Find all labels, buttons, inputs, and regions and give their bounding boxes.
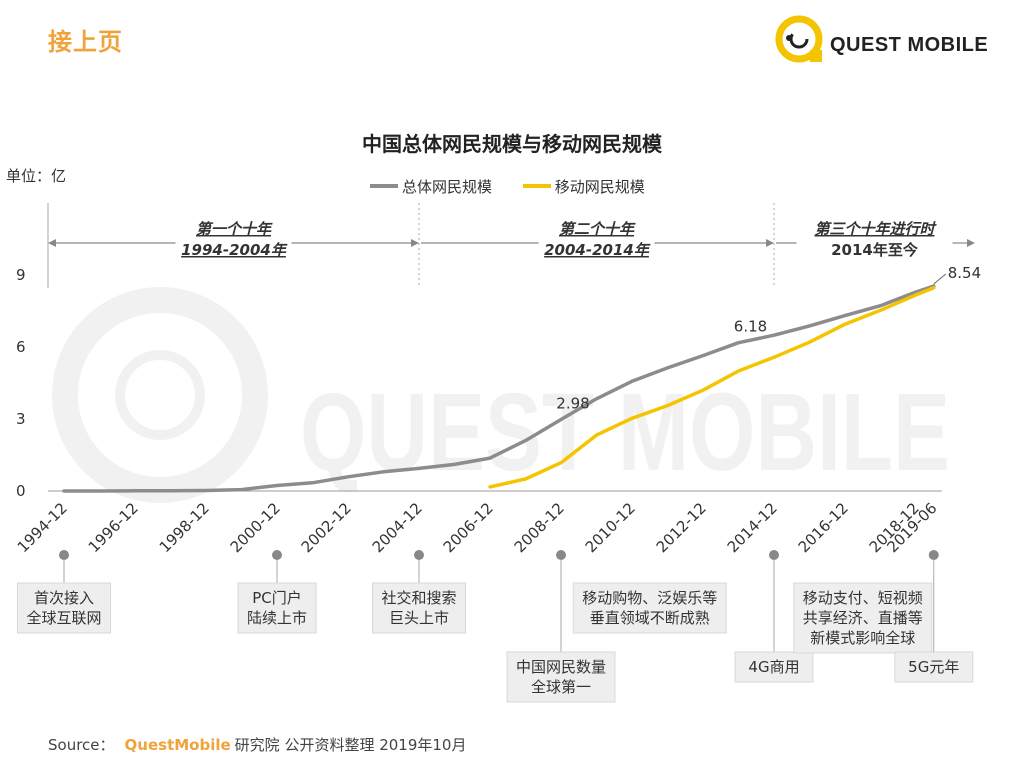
legend-item-total: 总体网民规模 [370,176,492,197]
legend-item-mobile: 移动网民规模 [522,176,645,197]
milestone-text: 5G元年 [908,658,959,676]
milestone-box [372,582,466,634]
milestone-text: 移动支付、短视频 [803,589,923,607]
x-tick-label: 2010-12 [582,499,639,556]
milestone-dot-icon [556,550,566,560]
x-tick-label: 2008-12 [511,499,568,556]
milestone-text: 4G商用 [748,658,799,676]
watermark-inner-ring [115,350,205,440]
legend: 总体网民规模 移动网民规模 [370,174,671,197]
data-label: 2.98 [556,394,589,412]
milestone-box [572,582,727,634]
data-labels: 2.98 6.18 8.54 [556,264,981,412]
era-bands: 第一个十年 1994-2004年 第二个十年 2004-2014年 第三个十年进行时 20… [47,203,975,288]
era-arrow-head-icon [411,239,419,247]
x-tick-label: 2002-12 [298,499,355,556]
series-lines [62,284,936,493]
milestone-dot-icon [769,550,779,560]
x-tick-label: 2004-12 [369,499,426,556]
legend-label-total: 总体网民规模 [402,177,493,196]
milestone-text: 新模式影响全球 [810,629,915,647]
y-tick-label: 0 [16,482,26,500]
era-years: 1994-2004年 [181,241,288,259]
x-tick-label: 2000-12 [227,499,284,556]
legend-swatch-mobile [522,184,551,188]
milestone-dot-icon [928,550,939,560]
data-label: 6.18 [734,318,767,336]
source-prefix: Source： [48,736,115,754]
milestone-text: 首次接入 [34,589,94,607]
milestone-text: 垂直领域不断成熟 [590,609,710,627]
chart-title: 中国总体网民规模与移动网民规模 [362,132,662,156]
era-years: 2014年至今 [831,241,918,259]
milestone-text: 陆续上市 [247,609,307,627]
legend-swatch-total [370,184,398,188]
milestone-box [17,582,111,634]
milestone-box [237,582,317,634]
era-title: 第一个十年 [196,220,273,238]
watermark: QUEST MOBILE [52,287,950,503]
milestone-text: PC门户 [252,589,302,607]
logo-mark-icon [775,15,823,63]
source-text: 研究院 公开资料整理 2019年10月 [234,736,467,754]
milestone-text: 巨头上市 [389,609,449,627]
milestone-box [894,651,974,683]
x-tick-label: 2012-12 [653,499,710,556]
milestone-dot-icon [272,550,282,560]
milestone-text: 全球第一 [531,678,591,696]
legend-label-mobile: 移动网民规模 [554,177,645,196]
source-brand: QuestMobile [124,736,231,754]
source-line: Source： QuestMobile 研究院 公开资料整理 2019年10月 [48,734,466,755]
milestone-text: 全球互联网 [26,609,101,627]
data-label-leader [933,273,947,285]
milestone-box [793,582,933,654]
x-tick-label: 2016-12 [795,499,852,556]
era-title: 第三个十年进行时 [814,220,937,238]
milestone-dot-icon [414,550,424,560]
era-arrow-head-icon [48,239,56,247]
milestone-text: 社交和搜索 [381,589,456,607]
data-label: 8.54 [948,264,981,282]
milestone-text: 中国网民数量 [516,658,606,676]
y-tick-label: 6 [16,338,26,356]
series-line-total [62,284,936,493]
watermark-text: QUEST MOBILE [300,371,950,494]
unit-label: 单位：亿 [6,167,67,185]
x-tick-label: 1994-12 [14,499,71,556]
era-title: 第二个十年 [559,220,636,238]
milestone-box [734,651,814,683]
x-tick-label: 2006-12 [440,499,497,556]
milestone-box [506,651,616,703]
watermark-ring [52,287,268,503]
x-tick-label: 1998-12 [156,499,213,556]
y-tick-label: 3 [16,410,26,428]
page-header-title: 接上页 [48,28,123,56]
milestone-text: 共享经济、直播等 [803,609,923,627]
milestone-text: 移动购物、泛娱乐等 [582,589,717,607]
logo-text: QUEST MOBILE [830,34,989,56]
era-years: 2004-2014年 [544,241,651,259]
milestone-dot-icon [59,550,69,560]
series-line-mobile [488,285,936,489]
y-tick-label: 9 [16,266,26,284]
era-arrow-head-icon [967,239,975,247]
era-arrow-head-icon [766,239,774,247]
quest-mobile-logo: QUEST MOBILE [772,12,992,72]
x-tick-label: 1996-12 [85,499,142,556]
x-tick-label: 2014-12 [724,499,781,556]
